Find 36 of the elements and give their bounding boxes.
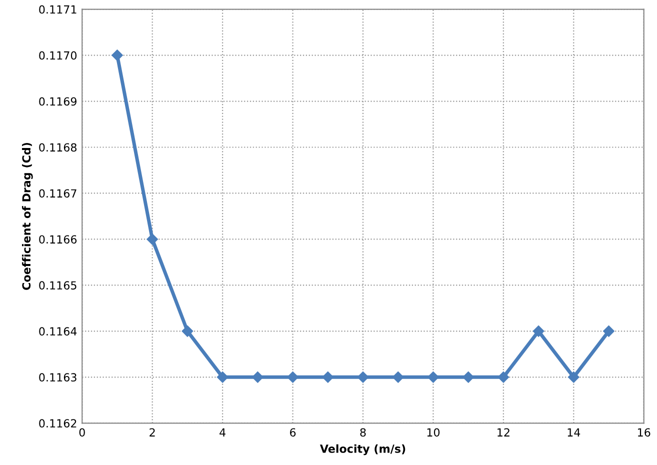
y-tick-label: 0.1171 — [39, 5, 76, 14]
y-tick-label: 0.1165 — [39, 281, 76, 290]
point — [252, 372, 264, 383]
y-tick-label: 0.1162 — [39, 419, 76, 428]
x-tick-label: 2 — [150, 428, 155, 436]
y-tick-label: 0.1167 — [39, 189, 76, 198]
x-axis-title: Velocity (m/s) — [320, 444, 406, 456]
x-tick-label: 10 — [427, 428, 440, 437]
point — [112, 50, 123, 61]
x-tick-label: 16 — [638, 428, 650, 437]
y-tick-label: 0.1163 — [39, 373, 76, 382]
x-tick-label: 4 — [220, 428, 226, 436]
point — [146, 234, 158, 245]
x-tick-label: 0 — [79, 428, 85, 437]
point — [287, 372, 298, 383]
point — [428, 372, 439, 383]
x-tick-label: 6 — [290, 428, 296, 437]
x-tick-label: 12 — [498, 428, 510, 436]
y-axis-title: Coefficient of Drag (Cd) — [22, 142, 33, 290]
y-tick-label: 0.1170 — [39, 51, 77, 60]
y-tick-label: 0.1169 — [39, 97, 76, 106]
y-tick-label: 0.1164 — [39, 327, 77, 336]
point — [357, 372, 369, 383]
x-tick-label: 14 — [568, 428, 580, 436]
point — [532, 326, 544, 337]
point — [216, 372, 228, 383]
y-tick-label: 0.1166 — [39, 235, 77, 244]
point — [498, 372, 510, 383]
point — [603, 326, 614, 337]
point — [182, 326, 194, 337]
y-tick-label: 0.1168 — [39, 143, 77, 152]
point — [568, 372, 580, 383]
point — [462, 372, 474, 383]
x-tick-label: 8 — [360, 428, 366, 437]
point — [392, 372, 404, 383]
point — [322, 372, 334, 383]
